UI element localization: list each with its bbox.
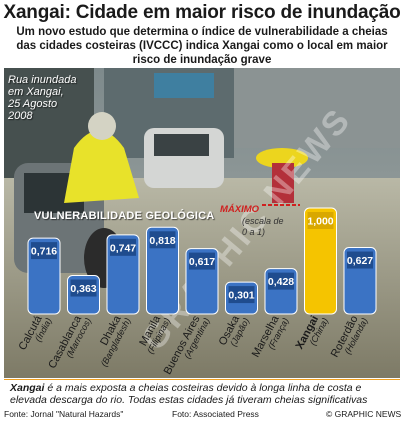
value-label-bg-6: [268, 272, 294, 290]
copyright: © GRAPHIC NEWS: [326, 409, 402, 419]
value-label-2: 0,747: [110, 242, 136, 254]
bar-3: [146, 226, 179, 315]
value-label-6: 0,428: [268, 276, 294, 288]
value-label-bg-5: [228, 286, 255, 304]
value-label-bg-2: [110, 238, 136, 256]
value-label-3: 0,818: [149, 235, 175, 247]
chart-title: Xangai: Cidade em maior risco de inundaç…: [3, 2, 401, 23]
value-label-0: 0,716: [31, 246, 57, 258]
value-label-bg-7: [307, 212, 334, 229]
chart-section-label: VULNERABILIDADE GEOLÓGICA: [34, 210, 215, 222]
value-label-4: 0,617: [189, 256, 215, 268]
footnote: Xangai é a mais exposta a cheias costeir…: [4, 379, 400, 406]
max-label: MÁXIMO: [220, 204, 260, 215]
footnote-text: é a mais exposta a cheias costeiras devi…: [10, 382, 368, 406]
value-label-bg-4: [189, 252, 215, 270]
value-label-bg-3: [149, 231, 176, 249]
photo-caption: Rua inundada em Xangai, 25 Agosto 2008: [8, 74, 77, 122]
value-label-1: 0,363: [70, 283, 96, 295]
value-label-8: 0,627: [347, 255, 373, 267]
photo-credit: Foto: Associated Press: [172, 409, 259, 419]
value-label-5: 0,301: [228, 290, 254, 302]
value-label-bg-8: [347, 251, 373, 269]
value-label-7: 1,000: [307, 216, 333, 228]
source-credit: Fonte: Jornal "Natural Hazards": [4, 409, 124, 419]
scale-note: (escala de 0 a 1): [242, 216, 284, 237]
chart-subtitle: Um novo estudo que determina o índice de…: [16, 26, 388, 66]
bar-7: [304, 207, 337, 315]
value-label-bg-0: [31, 242, 57, 260]
value-label-bg-1: [70, 279, 97, 297]
footnote-lead: Xangai: [10, 382, 45, 394]
